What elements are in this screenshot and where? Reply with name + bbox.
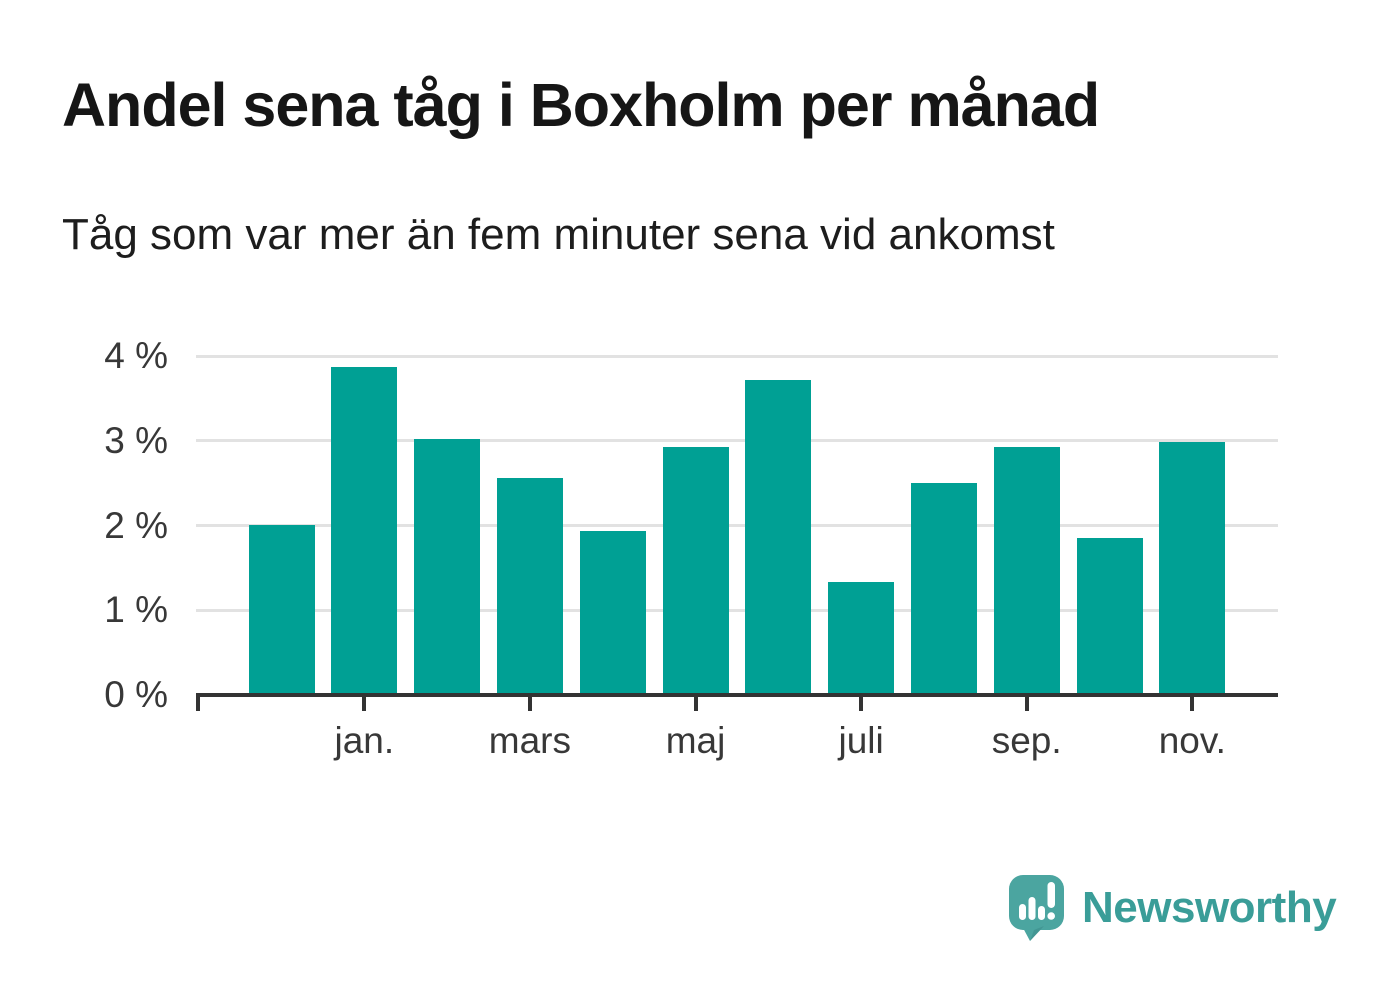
x-tick-label: sep. [991,720,1062,761]
axis-tick-mark [196,697,200,711]
bar-chart-glyph [1019,882,1055,920]
y-tick-label: 3 % [104,419,168,461]
axis-tick-mark [859,697,864,711]
bar [662,446,729,697]
y-tick-label: 4 % [104,335,168,376]
x-tick-label: maj [665,720,726,761]
x-tick-label: nov. [1158,720,1226,761]
x-tick-label: jan. [334,720,395,761]
x-tick-label: juli [838,720,884,761]
gridline [196,354,1278,358]
chart-subtitle: Tåg som var mer än fem minuter sena vid … [62,210,1055,259]
bar [414,439,481,697]
brand-name: Newsworthy [1082,883,1337,932]
bar [579,531,646,697]
bar [1159,441,1226,697]
bar [828,582,895,697]
bar [745,379,812,697]
gridline [196,608,1278,612]
bar [496,478,563,697]
axis-tick-mark [1024,697,1029,711]
x-tick-label: mars [488,720,571,761]
y-tick-label: 1 % [104,589,168,631]
axis-tick-mark [362,697,367,711]
axis-tick-mark [1190,697,1195,711]
brand-logo: Newsworthy [1008,874,1337,942]
x-axis-line [196,693,1278,697]
axis-tick-mark [527,697,532,711]
axis-tick-mark [693,697,698,711]
bar [993,446,1060,697]
chart-title: Andel sena tåg i Boxholm per månad [62,71,1100,139]
y-tick-label: 0 % [104,674,168,715]
bar [910,483,977,697]
bar [248,524,315,697]
bar [331,367,398,697]
newsworthy-bubble-icon [1009,875,1064,941]
y-tick-label: 2 % [104,504,168,546]
gridline [196,524,1278,527]
gridline [196,439,1278,443]
bar [1076,538,1143,697]
